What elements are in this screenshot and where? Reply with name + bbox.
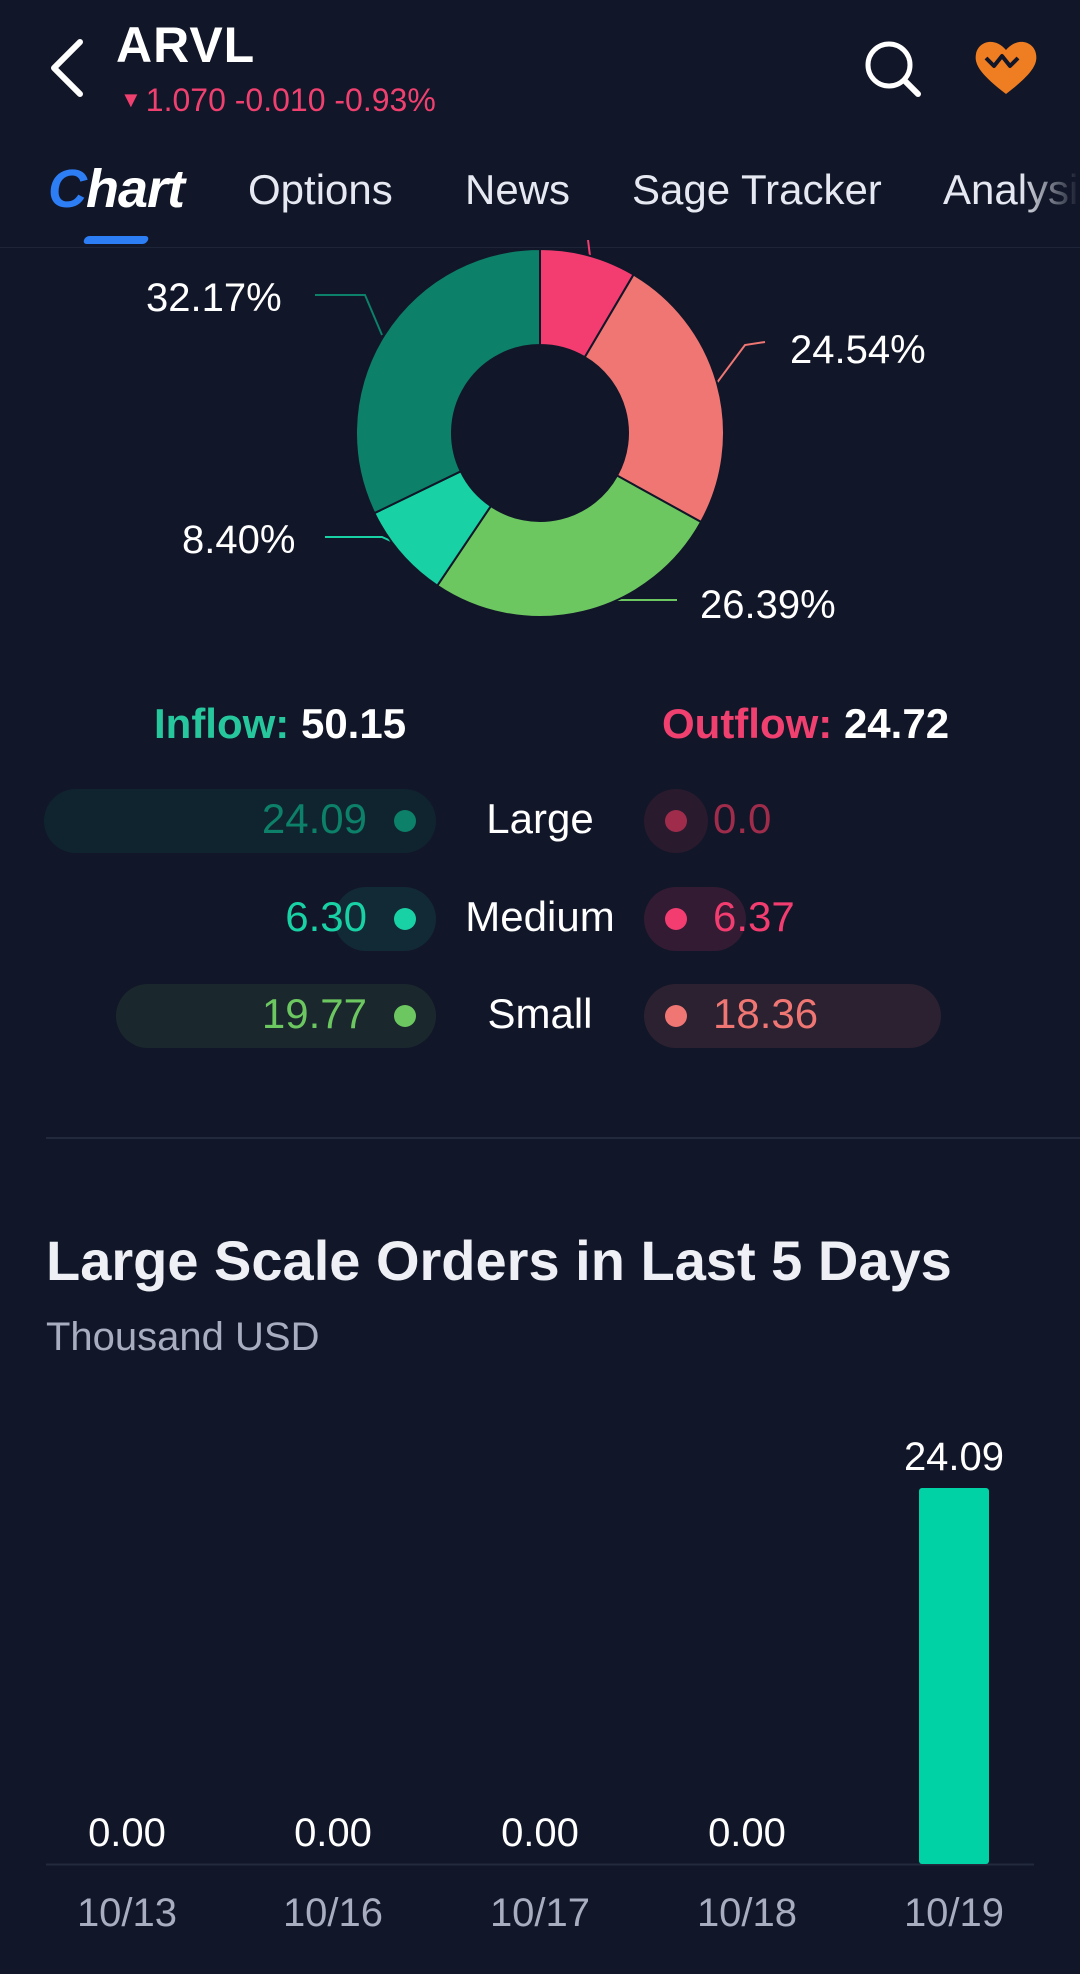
tab-sage-tracker[interactable]: Sage Tracker	[632, 166, 882, 213]
leader-line-small-outflow	[715, 341, 766, 385]
outflow-value-medium: 6.37	[713, 893, 795, 940]
tab-bar: Chart Options News Sage Tracker Analysis	[0, 150, 1080, 248]
outflow-bar-small	[644, 984, 941, 1048]
leader-line-large-inflow	[315, 294, 383, 336]
tab-chart[interactable]: Chart	[48, 159, 185, 219]
section-divider	[46, 1137, 1080, 1139]
inflow-summary: Inflow: 50.15	[154, 700, 406, 748]
ticker-symbol: ARVL	[116, 17, 256, 73]
slice-label-small-inflow: 26.39%	[700, 583, 836, 627]
section-title: Large Scale Orders in Last 5 Days	[46, 1229, 952, 1292]
price-quote: ▼ 1.070 -0.010 -0.93%	[120, 82, 436, 119]
inflow-bar-medium	[334, 887, 436, 951]
bar-10-19	[919, 1488, 989, 1864]
outflow-label: Outflow:	[662, 700, 833, 747]
price-change-text: 1.070 -0.010 -0.93%	[145, 82, 436, 118]
section-subtitle: Thousand USD	[46, 1315, 320, 1359]
category-label-medium: Medium	[465, 893, 615, 940]
inflow-value-small: 19.77	[261, 990, 367, 1037]
tab-news[interactable]: News	[465, 166, 571, 213]
inflow-label: Inflow:	[154, 700, 290, 747]
slice-label-large-inflow: 32.17%	[146, 276, 282, 320]
tab-options[interactable]: Options	[248, 166, 393, 213]
x-tick-label: 10/17	[490, 1891, 590, 1935]
inflow-value-medium: 6.30	[285, 893, 367, 940]
slice-label-medium-inflow: 8.40%	[182, 518, 296, 562]
inflow-dot-large	[394, 810, 416, 832]
tab-chart-label: hart	[86, 159, 185, 219]
capital-flow-donut-chart	[315, 240, 766, 618]
inflow-dot-small	[394, 1005, 416, 1027]
outflow-dot-small	[665, 1005, 687, 1027]
x-tick-label: 10/19	[904, 1891, 1004, 1935]
x-tick-label: 10/13	[77, 1891, 177, 1935]
slice-label-small-outflow: 24.54%	[790, 328, 926, 372]
bar-value-label: 24.09	[904, 1435, 1004, 1479]
outflow-value: 24.72	[843, 700, 950, 747]
x-tick-label: 10/16	[283, 1891, 383, 1935]
x-tick-label: 10/18	[697, 1891, 797, 1935]
inflow-bar-large	[44, 789, 436, 853]
inflow-dot-medium	[394, 908, 416, 930]
flow-row-large: 24.09 Large 0.0	[0, 789, 1080, 853]
outflow-summary: Outflow: 24.72	[662, 700, 949, 748]
inflow-value: 50.15	[300, 700, 407, 747]
outflow-value-small: 18.36	[713, 990, 819, 1037]
outflow-dot-medium	[665, 908, 687, 930]
large-orders-bar-chart: 0.00 10/13 0.00 10/16 0.00 10/17 0.00 10/18 24.0…	[46, 1435, 1034, 1935]
flow-row-small: 19.77 Small 18.36	[0, 984, 1080, 1048]
header-bar: ARVL ▼ 1.070 -0.010 -0.93%	[0, 0, 1080, 140]
bar-value-label: 0.00	[294, 1811, 372, 1855]
bar-value-label: 0.00	[501, 1811, 579, 1855]
tab-overflow-fade	[1020, 150, 1080, 247]
bar-value-label: 0.00	[708, 1811, 786, 1855]
down-triangle-icon: ▼	[120, 87, 142, 112]
outflow-value-large: 0.0	[713, 795, 772, 842]
donut-slice-small-outflow	[583, 273, 725, 524]
bar-value-label: 0.00	[88, 1811, 166, 1855]
outflow-bar-medium	[644, 887, 746, 951]
back-arrow-icon[interactable]	[44, 36, 94, 100]
flow-row-medium: 6.30 Medium 6.37	[0, 887, 1080, 951]
inflow-value-large: 24.09	[261, 795, 367, 842]
search-icon[interactable]	[862, 38, 924, 100]
donut-slice-small-inflow	[435, 474, 703, 618]
inflow-bar-small	[116, 984, 436, 1048]
donut-slice-large-inflow	[355, 247, 541, 515]
leader-line-medium-outflow	[587, 240, 591, 257]
category-label-small: Small	[487, 990, 593, 1037]
category-label-large: Large	[486, 795, 594, 842]
favorite-heart-icon[interactable]	[972, 36, 1040, 98]
outflow-dot-large	[665, 810, 687, 832]
